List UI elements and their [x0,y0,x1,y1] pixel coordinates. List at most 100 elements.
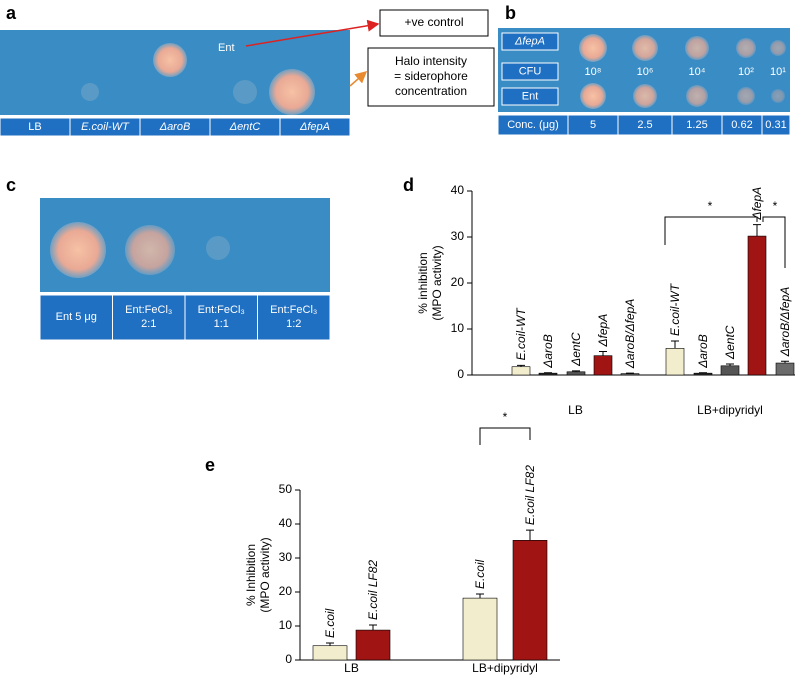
row-label: Ent [522,90,539,102]
halo [737,87,755,105]
bar-label: E.coil-WT [514,307,528,361]
y-axis-label: % inhibition [416,252,430,313]
strain-label: ΔfepA [299,121,330,133]
condition-label: Ent:FeCl₃ [125,304,172,316]
bar [694,373,712,375]
y-tick-label: 40 [451,183,465,197]
halo [685,36,709,60]
bar-label: ΔentC [723,325,737,360]
bar [621,374,639,375]
condition-label: Ent:FeCl₃ [198,304,245,316]
bar [721,366,739,375]
table-text: 0.31 [765,119,786,131]
significance-star: * [773,199,778,213]
y-axis-label: (MPO activity) [430,245,444,320]
callout-text: = siderophore [394,69,468,83]
bar [313,646,347,660]
strain-label: LB [28,121,41,133]
bar-label: ΔfepA [750,187,764,221]
bar-label: E.coil [473,559,487,589]
error-bar [326,643,334,646]
bar [356,630,390,660]
halo [580,83,606,109]
bar-label: ΔaroB [696,334,710,368]
y-tick-label: 40 [279,516,293,530]
panel-label: e [205,455,215,475]
bar [512,367,530,375]
callout-text: concentration [395,84,467,98]
y-tick-label: 10 [451,321,465,335]
bar [776,363,794,375]
bar [513,540,547,660]
bar-label: ΔaroB [541,334,555,368]
cfu-label: 10⁸ [585,66,602,78]
annotation: Ent [218,42,235,54]
panel-label: a [6,3,17,23]
condition-label: 1:2 [286,318,301,330]
panel-label: d [403,175,414,195]
halo [632,35,658,61]
arrow [350,72,366,86]
table-text: Conc. (μg) [507,119,559,131]
condition-label: Ent 5 μg [56,311,97,323]
halo [233,80,257,104]
y-tick-label: 20 [451,275,465,289]
y-tick-label: 10 [279,618,293,632]
bar [567,372,585,375]
error-bar [671,341,679,348]
halo [269,69,315,115]
halo [50,222,106,278]
bar-label: E.coil LF82 [366,560,380,620]
bar-label: ΔaroB/ΔfepA [623,299,637,369]
row-label: ΔfepA [514,35,545,47]
halo [771,89,785,103]
x-tick-label: LB [344,661,359,675]
table-text: 2.5 [637,119,652,131]
panel-label: b [505,3,516,23]
bar-label: ΔfepA [596,314,610,348]
error-bar [369,625,377,630]
y-tick-label: 30 [451,229,465,243]
cfu-label: 10⁴ [689,66,706,78]
x-tick-label: LB+dipyridyl [697,403,763,417]
strain-label: ΔentC [229,121,261,133]
y-tick-label: 0 [285,652,292,666]
callout-text: Halo intensity [395,54,467,68]
panel-label: c [6,175,16,195]
condition-label: 2:1 [141,318,156,330]
strain-label: E.coil-WT [81,121,130,133]
halo [686,85,708,107]
table-text: 5 [590,119,596,131]
error-bar [526,530,534,540]
halo [206,236,230,260]
cfu-label: 10⁶ [637,66,654,78]
bar [748,236,766,375]
cfu-label: 10² [738,66,754,78]
bar [539,373,557,375]
error-bar [599,352,607,356]
y-tick-label: 0 [457,367,464,381]
bar-label: E.coil [323,608,337,638]
halo [633,84,657,108]
cfu-label: 10¹ [770,66,786,78]
y-axis-label: % Inhibition [244,544,258,606]
halo [81,83,99,101]
x-tick-label: LB [568,403,583,417]
x-tick-label: LB+dipyridyl [472,661,538,675]
y-axis-label: (MPO activity) [258,537,272,612]
significance-star: * [708,199,713,213]
y-tick-label: 50 [279,482,293,496]
significance-star: * [503,410,508,424]
bar-label: ΔentC [569,332,583,367]
bar [594,356,612,375]
halo [770,40,786,56]
bar-label: ΔaroB/ΔfepA [778,287,792,357]
error-bar [476,594,484,598]
table-text: 0.62 [731,119,752,131]
bar-label: E.coil LF82 [523,465,537,525]
bar [463,598,497,660]
error-bar [753,225,761,237]
bar-label: E.coil-WT [668,282,682,336]
halo [153,43,187,77]
